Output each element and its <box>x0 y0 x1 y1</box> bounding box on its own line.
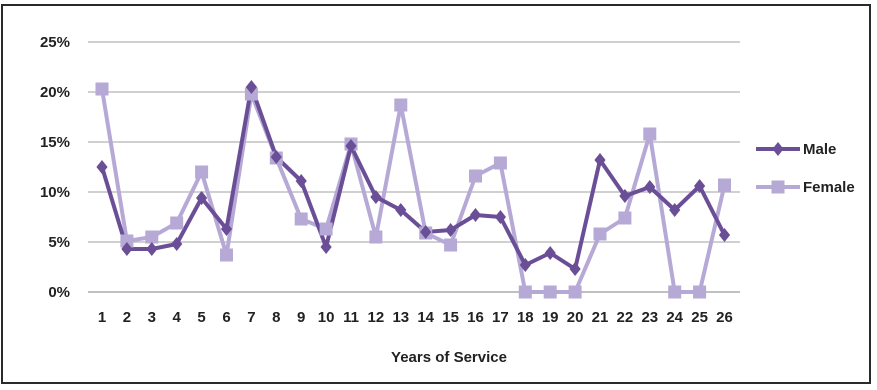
x-tick-label: 18 <box>517 309 534 326</box>
point-male <box>519 258 531 272</box>
series-line-male <box>100 85 727 271</box>
point-male <box>196 191 208 205</box>
point-male <box>395 203 407 217</box>
point-female <box>170 216 184 230</box>
point-female <box>568 285 582 299</box>
y-tick-label: 25% <box>40 34 70 51</box>
x-tick-label: 7 <box>247 309 255 326</box>
point-male <box>220 222 233 236</box>
point-female <box>319 222 333 236</box>
x-tick-label: 16 <box>467 309 484 326</box>
point-female <box>469 169 482 183</box>
x-tick-label: 11 <box>343 309 359 326</box>
x-tick-label: 5 <box>197 309 205 326</box>
y-tick-label: 10% <box>40 184 70 201</box>
gridlines <box>88 41 740 293</box>
x-tick-label: 8 <box>272 309 280 326</box>
point-female <box>693 285 707 299</box>
point-male <box>694 179 706 193</box>
point-female <box>543 285 557 299</box>
point-female <box>120 234 134 248</box>
point-male <box>270 150 282 164</box>
legend-marker-female <box>771 180 785 194</box>
point-male <box>669 203 681 217</box>
point-female <box>369 230 383 244</box>
point-male <box>569 262 581 276</box>
x-tick-label: 20 <box>567 309 584 326</box>
x-tick-label: 1 <box>98 309 106 326</box>
point-female <box>643 127 657 141</box>
x-tick-label: 23 <box>641 309 658 326</box>
point-male <box>445 223 457 237</box>
point-male <box>320 240 332 254</box>
x-tick-label: 3 <box>148 309 156 326</box>
point-female <box>220 248 233 262</box>
point-male <box>370 190 382 204</box>
legend-marker-male <box>772 142 784 156</box>
point-female <box>518 285 532 299</box>
x-tick-label: 25 <box>691 309 708 326</box>
legend: Male Female <box>756 141 855 196</box>
point-female <box>444 238 458 252</box>
point-male <box>644 180 656 194</box>
point-male <box>245 80 257 94</box>
legend-label-female: Female <box>803 179 855 196</box>
point-female <box>195 165 209 179</box>
x-axis-title: Years of Service <box>391 349 507 366</box>
x-tick-label: 4 <box>173 309 182 326</box>
x-tick-label: 22 <box>617 309 634 326</box>
point-female <box>493 156 507 170</box>
point-female <box>294 212 308 226</box>
point-female <box>618 211 632 225</box>
chart-frame <box>1 4 871 384</box>
point-male <box>171 237 183 251</box>
x-tick-label: 6 <box>222 309 230 326</box>
point-male <box>345 139 357 153</box>
y-tick-label: 5% <box>48 234 70 251</box>
point-male <box>295 174 307 188</box>
x-tick-label: 24 <box>666 309 683 326</box>
y-tick-label: 0% <box>48 284 70 301</box>
x-tick-label: 13 <box>392 309 409 326</box>
point-male <box>146 242 158 256</box>
point-female <box>718 178 731 192</box>
point-male <box>544 246 556 260</box>
x-tick-label: 14 <box>417 309 434 326</box>
point-male <box>494 210 506 224</box>
point-female <box>668 285 682 299</box>
series-line-female <box>100 88 727 294</box>
series-layer <box>95 80 731 299</box>
x-tick-label: 17 <box>492 309 509 326</box>
point-female <box>95 82 109 96</box>
legend-label-male: Male <box>803 141 836 158</box>
point-female <box>394 98 408 112</box>
x-axis-ticks: 1 2 3 4 5 6 7 8 9 10 11 12 13 14 15 16 17 18 19 20 21 22 23 24 2… <box>98 309 733 326</box>
y-tick-label: 15% <box>40 134 70 151</box>
x-tick-label: 19 <box>542 309 559 326</box>
x-tick-label: 9 <box>297 309 305 326</box>
point-male <box>420 225 432 239</box>
point-male <box>594 153 606 167</box>
x-tick-label: 12 <box>368 309 385 326</box>
point-female <box>593 227 607 241</box>
point-male <box>469 208 482 222</box>
point-male <box>121 242 133 256</box>
x-tick-label: 10 <box>318 309 335 326</box>
x-tick-label: 21 <box>592 309 609 326</box>
y-axis-ticks: 0% 5% 10% 15% 20% 25% <box>40 34 70 301</box>
x-tick-label: 2 <box>123 309 131 326</box>
x-tick-label: 26 <box>716 309 733 326</box>
point-male <box>619 189 631 203</box>
x-tick-label: 15 <box>442 309 459 326</box>
y-tick-label: 20% <box>40 84 70 101</box>
point-male <box>96 160 108 174</box>
point-female <box>145 230 159 244</box>
point-male <box>718 228 731 242</box>
